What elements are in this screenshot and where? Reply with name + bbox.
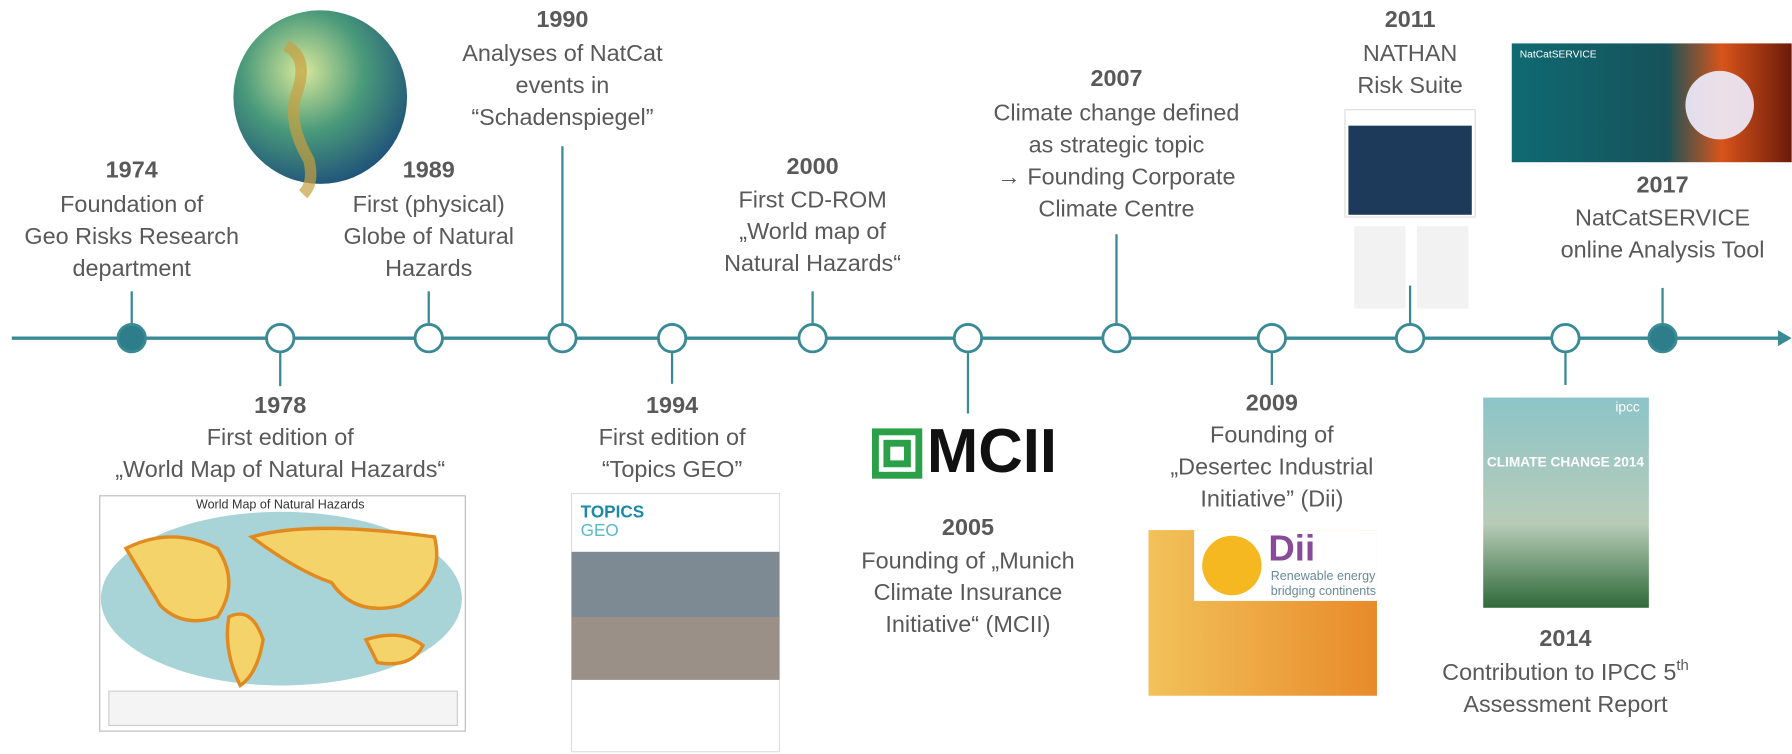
event-year: 2017 xyxy=(1637,171,1689,197)
image-text: NatCatSERVICE xyxy=(1520,50,1597,61)
event-text: Contribution to IPCC 5th xyxy=(1442,658,1689,685)
event-text: Natural Hazards“ xyxy=(724,250,901,276)
event-marker xyxy=(1258,324,1285,351)
event-year: 2007 xyxy=(1090,65,1142,91)
event-year: 2011 xyxy=(1385,6,1436,32)
event-text: Analyses of NatCat xyxy=(462,40,663,66)
image-text: ipcc xyxy=(1615,399,1639,414)
event-text: Initiative” (Dii) xyxy=(1200,486,1343,512)
event-marker xyxy=(118,324,145,351)
image-text: Renewable energy xyxy=(1271,569,1376,583)
event-text: department xyxy=(73,255,192,281)
event-text: “Topics GEO” xyxy=(602,456,742,482)
timeline: World Map of Natural Hazards TOPICS GEO … xyxy=(0,0,1792,754)
image-text: GEO xyxy=(581,520,619,540)
event-text: First edition of xyxy=(207,424,354,450)
event-text: online Analysis Tool xyxy=(1561,237,1765,263)
event-text: Founding of „Munich xyxy=(861,547,1074,573)
event-marker xyxy=(549,324,576,351)
event-text: NATHAN xyxy=(1363,40,1458,66)
event-marker xyxy=(799,324,826,351)
event-text: Climate Insurance xyxy=(874,579,1063,605)
event-marker xyxy=(1396,324,1423,351)
event-text: Climate Centre xyxy=(1038,195,1194,221)
event-text: Foundation of xyxy=(60,191,204,217)
event-year: 2014 xyxy=(1539,625,1591,651)
image-text: bridging continents xyxy=(1271,584,1376,598)
event-text: NatCatSERVICE xyxy=(1575,205,1750,231)
event-text: as strategic topic xyxy=(1029,131,1205,157)
event-year: 1994 xyxy=(646,392,698,418)
event-marker xyxy=(1103,324,1130,351)
event-year: 2005 xyxy=(942,514,994,540)
image-text: MCII xyxy=(927,417,1057,486)
event-text: Founding of xyxy=(1210,422,1334,448)
dii-image: Dii Renewable energy bridging continents xyxy=(1148,527,1376,695)
topics-geo-image: TOPICS GEO xyxy=(572,494,780,752)
world-map-image: World Map of Natural Hazards xyxy=(100,496,466,731)
event-text: Initiative“ (MCII) xyxy=(885,611,1050,637)
event-marker xyxy=(267,324,294,351)
event-text: „World map of xyxy=(739,218,886,244)
event-marker xyxy=(658,324,685,351)
event-text: Globe of Natural xyxy=(344,223,514,249)
event-year: 1990 xyxy=(536,6,588,32)
event-marker xyxy=(415,324,442,351)
event-marker xyxy=(1649,324,1676,351)
globe-image xyxy=(233,10,407,184)
event-text: Risk Suite xyxy=(1357,72,1462,98)
timeline-arrow xyxy=(1778,330,1792,346)
event-marker xyxy=(1552,324,1579,351)
ipcc-image: ipcc CLIMATE CHANGE 2014 xyxy=(1483,398,1649,608)
event-year: 1974 xyxy=(106,157,158,183)
image-text: Dii xyxy=(1268,527,1315,568)
event-text: „World Map of Natural Hazards“ xyxy=(115,456,445,482)
event-year: 1978 xyxy=(254,392,306,418)
event-text: → Founding Corporate xyxy=(997,163,1235,189)
event-text: Contribution to IPCC 5 xyxy=(1442,659,1676,685)
event-text: Hazards xyxy=(385,255,472,281)
event-text: events in xyxy=(516,72,610,98)
superscript: th xyxy=(1676,658,1688,674)
event-text: Assessment Report xyxy=(1463,691,1668,717)
event-text: Geo Risks Research xyxy=(24,223,239,249)
event-marker xyxy=(954,324,981,351)
event-text: First CD-ROM xyxy=(738,186,886,212)
event-year: 1989 xyxy=(403,157,455,183)
image-text: World Map of Natural Hazards xyxy=(196,497,365,511)
mcii-logo: MCII xyxy=(872,417,1057,486)
image-text: TOPICS xyxy=(581,501,644,521)
event-text: First (physical) xyxy=(353,191,505,217)
event-text: First edition of xyxy=(599,424,746,450)
event-text: „Desertec Industrial xyxy=(1170,454,1373,480)
nathan-image xyxy=(1345,110,1475,309)
event-text: Climate change defined xyxy=(994,99,1240,125)
natcat-image: NatCatSERVICE xyxy=(1512,43,1792,162)
event-year: 2009 xyxy=(1246,390,1298,416)
image-text: CLIMATE CHANGE 2014 xyxy=(1487,454,1645,469)
event-text: “Schadenspiegel” xyxy=(471,104,653,130)
event-year: 2000 xyxy=(787,153,839,179)
